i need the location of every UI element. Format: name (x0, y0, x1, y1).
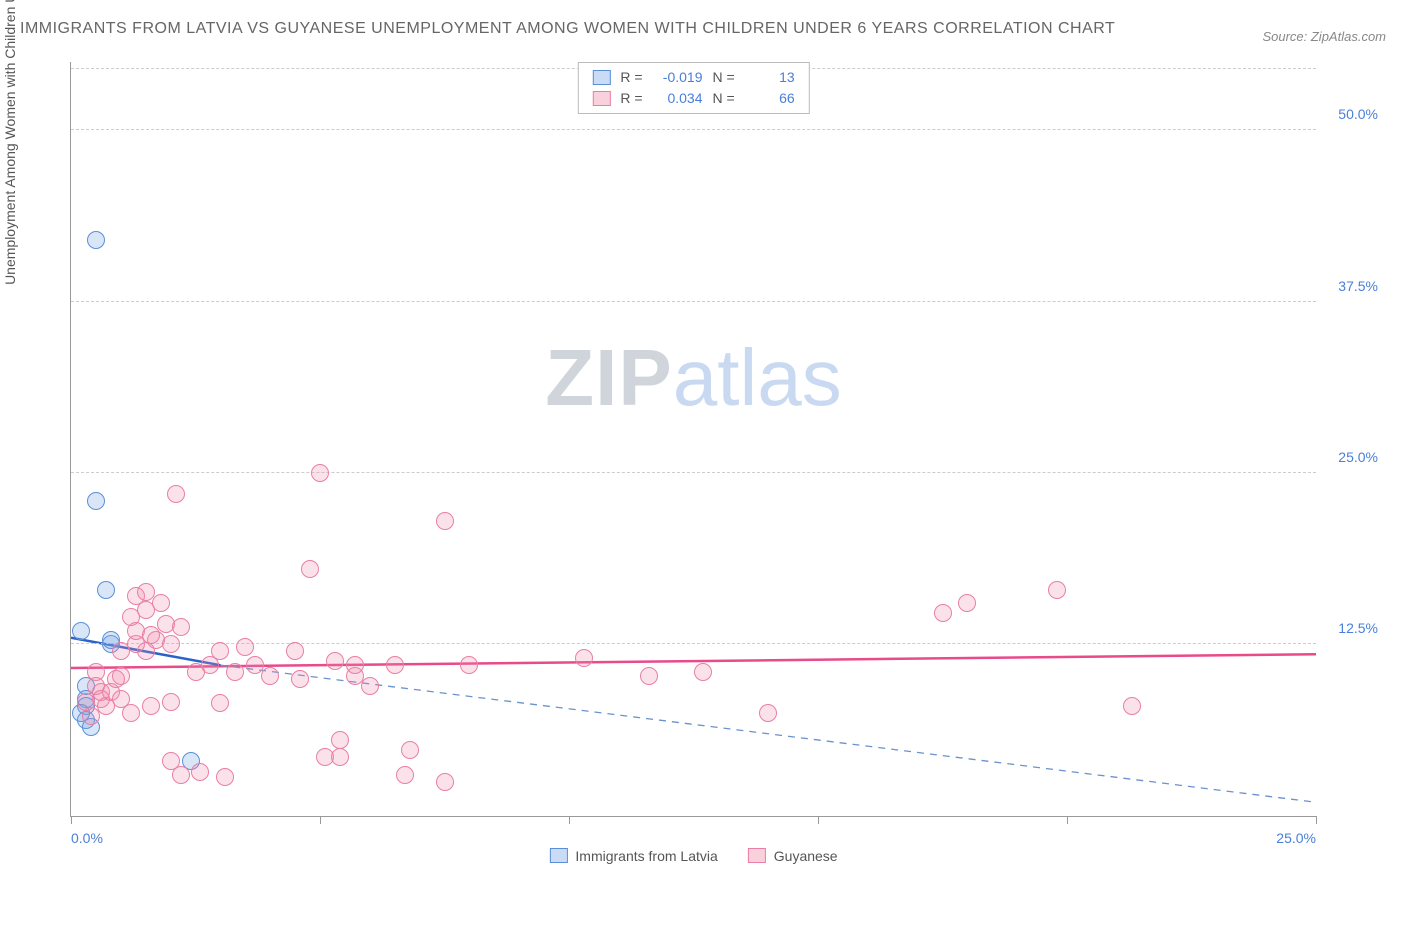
data-point (386, 656, 404, 674)
correlation-legend: R = -0.019 N = 13 R = 0.034 N = 66 (577, 62, 809, 114)
data-point (759, 704, 777, 722)
data-point (97, 581, 115, 599)
data-point (331, 731, 349, 749)
n-value-latvia: 13 (745, 67, 795, 88)
data-point (401, 741, 419, 759)
x-tick (1316, 816, 1317, 824)
x-tick (1067, 816, 1068, 824)
data-point (326, 652, 344, 670)
chart-title: IMMIGRANTS FROM LATVIA VS GUYANESE UNEMP… (20, 15, 1115, 44)
watermark-atlas: atlas (673, 333, 842, 422)
data-point (1123, 697, 1141, 715)
data-point (226, 663, 244, 681)
swatch-blue-icon (592, 70, 610, 85)
data-point (291, 670, 309, 688)
plot-area: R = -0.019 N = 13 R = 0.034 N = 66 ZIPat… (70, 62, 1316, 817)
r-label: R = (620, 88, 642, 109)
r-label: R = (620, 67, 642, 88)
data-point (162, 635, 180, 653)
data-point (436, 773, 454, 791)
y-tick-label: 12.5% (1338, 620, 1378, 636)
legend-label-latvia: Immigrants from Latvia (575, 848, 717, 864)
watermark-zip: ZIP (545, 333, 672, 422)
chart-container: Unemployment Among Women with Children U… (20, 52, 1386, 872)
data-point (346, 656, 364, 674)
data-point (87, 492, 105, 510)
data-point (172, 618, 190, 636)
data-point (142, 697, 160, 715)
swatch-pink-icon (748, 848, 766, 863)
x-tick-label: 0.0% (71, 830, 103, 846)
data-point (301, 560, 319, 578)
data-point (87, 231, 105, 249)
data-point (162, 693, 180, 711)
data-point (162, 752, 180, 770)
x-tick (71, 816, 72, 824)
gridline (71, 643, 1316, 644)
data-point (236, 638, 254, 656)
x-tick-label: 25.0% (1276, 830, 1316, 846)
data-point (436, 512, 454, 530)
legend-row-latvia: R = -0.019 N = 13 (592, 67, 794, 88)
y-axis-label: Unemployment Among Women with Children U… (2, 0, 18, 285)
legend-row-guyanese: R = 0.034 N = 66 (592, 88, 794, 109)
data-point (640, 667, 658, 685)
r-value-latvia: -0.019 (653, 67, 703, 88)
gridline (71, 472, 1316, 473)
legend-item-latvia: Immigrants from Latvia (549, 848, 717, 864)
data-point (361, 677, 379, 695)
y-tick-label: 50.0% (1338, 106, 1378, 122)
y-tick-label: 37.5% (1338, 278, 1378, 294)
n-value-guyanese: 66 (745, 88, 795, 109)
watermark: ZIPatlas (545, 332, 841, 424)
n-label: N = (713, 88, 735, 109)
r-value-guyanese: 0.034 (653, 88, 703, 109)
y-tick-label: 25.0% (1338, 449, 1378, 465)
data-point (331, 748, 349, 766)
data-point (112, 642, 130, 660)
series-legend: Immigrants from Latvia Guyanese (549, 848, 837, 864)
swatch-pink-icon (592, 91, 610, 106)
data-point (77, 693, 95, 711)
n-label: N = (713, 67, 735, 88)
data-point (261, 667, 279, 685)
gridline (71, 129, 1316, 130)
data-point (122, 704, 140, 722)
data-point (72, 622, 90, 640)
data-point (1048, 581, 1066, 599)
legend-item-guyanese: Guyanese (748, 848, 838, 864)
data-point (958, 594, 976, 612)
legend-label-guyanese: Guyanese (774, 848, 838, 864)
data-point (575, 649, 593, 667)
data-point (191, 763, 209, 781)
data-point (460, 656, 478, 674)
data-point (396, 766, 414, 784)
data-point (211, 694, 229, 712)
x-tick (569, 816, 570, 824)
data-point (152, 594, 170, 612)
data-point (216, 768, 234, 786)
gridline (71, 301, 1316, 302)
x-tick (818, 816, 819, 824)
data-point (694, 663, 712, 681)
data-point (286, 642, 304, 660)
data-point (311, 464, 329, 482)
swatch-blue-icon (549, 848, 567, 863)
data-point (167, 485, 185, 503)
source-attribution: Source: ZipAtlas.com (1262, 29, 1386, 44)
x-tick (320, 816, 321, 824)
data-point (211, 642, 229, 660)
data-point (112, 667, 130, 685)
data-point (934, 604, 952, 622)
